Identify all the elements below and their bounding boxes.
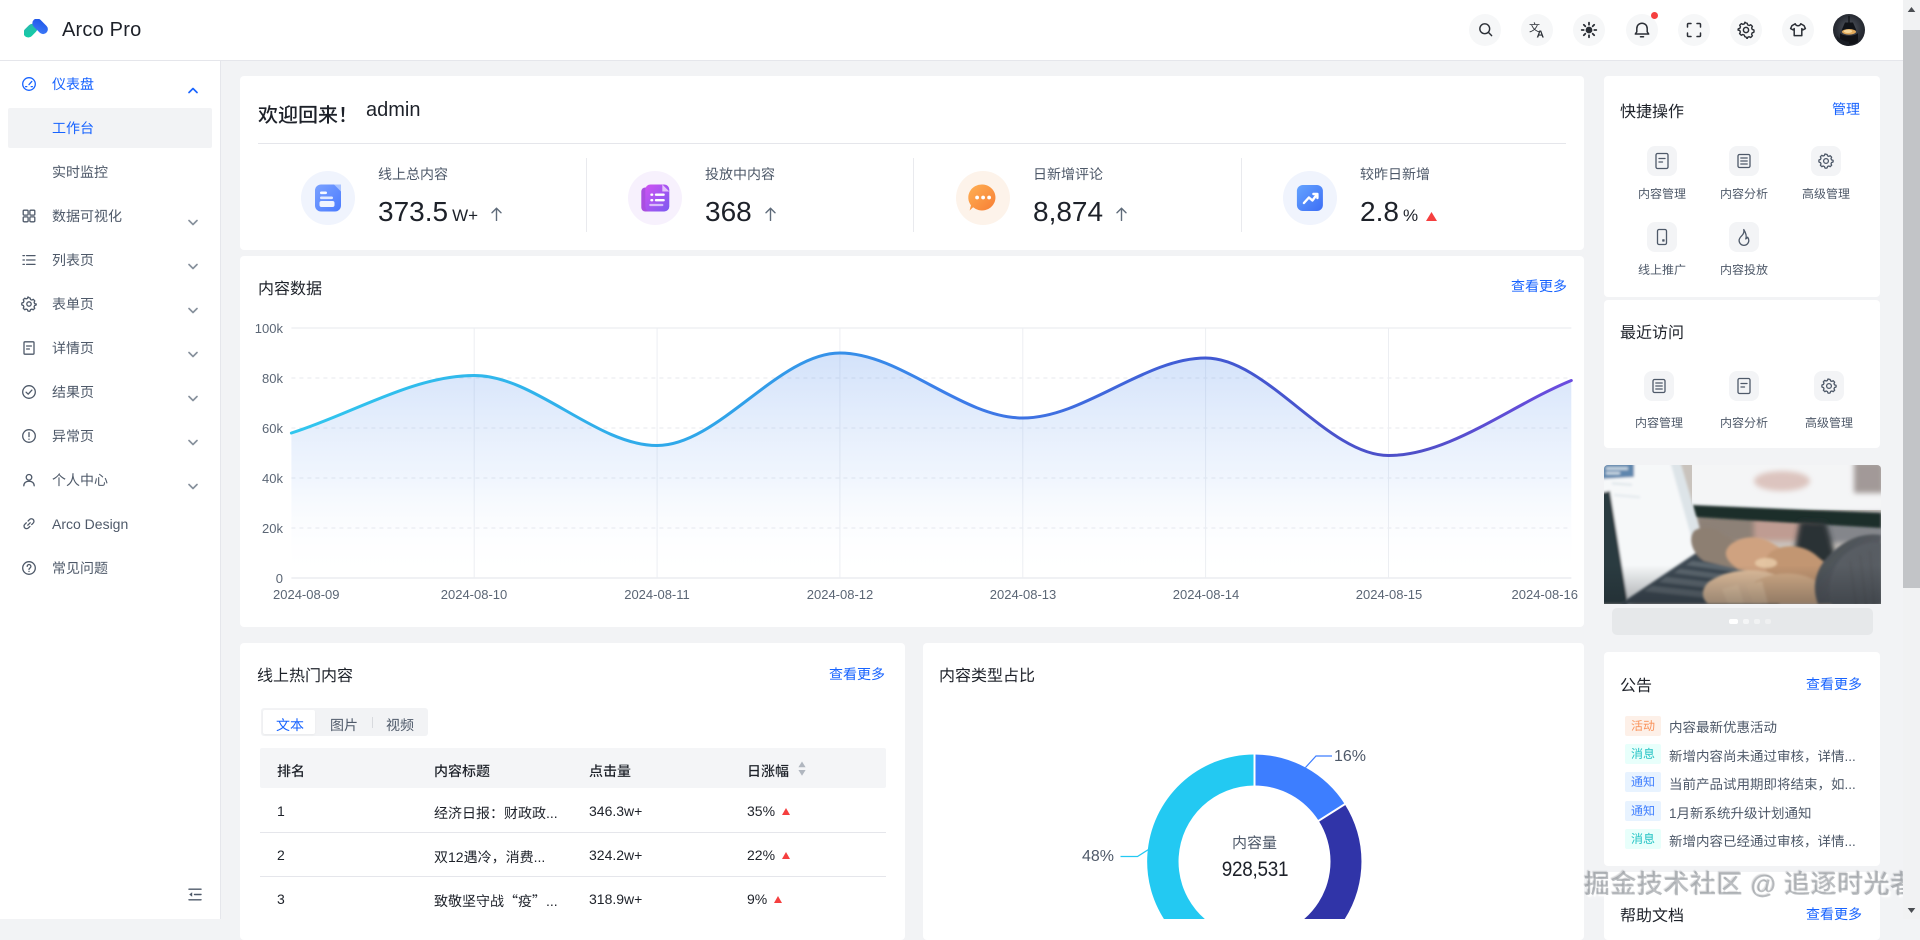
svg-text:文: 文 — [1529, 21, 1540, 36]
svg-text:A: A — [1537, 29, 1545, 40]
